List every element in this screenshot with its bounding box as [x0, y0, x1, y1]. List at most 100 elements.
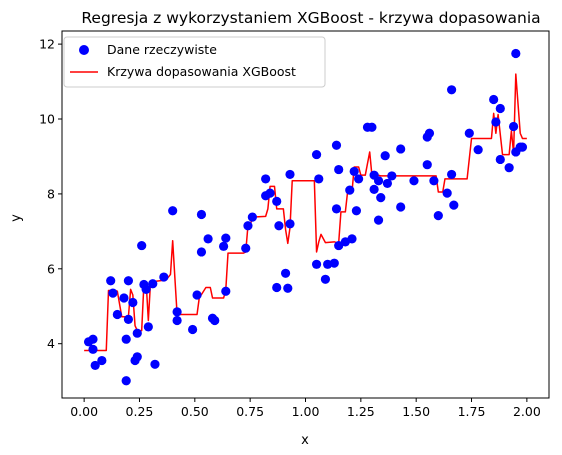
data-point: [272, 196, 282, 206]
y-ticks: 4 6 8 10 12: [39, 37, 62, 351]
data-point: [97, 355, 107, 366]
data-point: [508, 121, 519, 132]
data-point: [241, 243, 251, 253]
data-point: [376, 193, 386, 203]
data-point: [347, 234, 357, 244]
data-point: [449, 200, 459, 210]
data-point: [106, 276, 116, 286]
y-tick-label: 10: [39, 112, 55, 127]
data-point: [424, 128, 435, 138]
data-point: [329, 258, 339, 268]
data-point: [132, 328, 142, 338]
data-point: [285, 169, 295, 180]
data-point: [464, 128, 474, 138]
data-point: [433, 211, 443, 221]
x-tick-label: 0.25: [126, 404, 154, 419]
data-point: [274, 221, 284, 231]
data-point: [382, 178, 392, 189]
data-point: [380, 151, 390, 161]
data-point: [387, 171, 397, 181]
data-point: [373, 215, 384, 225]
y-tick-label: 6: [47, 261, 55, 276]
x-tick-label: 1.50: [402, 404, 430, 419]
data-point: [331, 204, 342, 214]
data-point: [504, 163, 514, 173]
data-point: [283, 283, 293, 293]
data-point: [429, 176, 439, 186]
data-point: [311, 259, 322, 269]
x-tick-label: 1.00: [292, 404, 320, 419]
data-point: [219, 241, 229, 251]
data-point: [447, 85, 457, 95]
data-point: [285, 219, 295, 229]
y-tick-label: 12: [39, 37, 55, 52]
x-tick-label: 0.75: [236, 404, 264, 419]
data-point: [221, 286, 231, 296]
data-point: [128, 297, 138, 308]
x-ticks: 0.00 0.25 0.50 0.75 1.00 1.25 1.50 1.75 2.00: [70, 398, 541, 419]
data-point: [396, 144, 406, 154]
legend-marker-points: [79, 45, 89, 55]
data-point: [137, 240, 147, 251]
data-point: [121, 376, 131, 386]
data-point: [373, 176, 384, 186]
x-tick-label: 2.00: [513, 404, 541, 419]
data-point: [331, 140, 342, 150]
data-point: [409, 176, 419, 186]
legend: Dane rzeczywiste Krzywa dopasowania XGBo…: [63, 36, 326, 88]
x-axis-label: x: [301, 433, 309, 448]
data-point: [369, 184, 379, 195]
y-axis-label: y: [9, 214, 24, 222]
curve-layer: [84, 73, 527, 352]
data-point: [320, 274, 331, 284]
data-point: [354, 174, 364, 184]
data-point: [203, 234, 213, 244]
data-point: [88, 334, 98, 344]
data-point: [422, 160, 432, 170]
data-point: [511, 48, 521, 59]
data-point: [119, 293, 129, 303]
data-point: [367, 122, 377, 132]
data-point: [196, 247, 207, 257]
data-point: [192, 290, 202, 300]
fit-curve: [84, 73, 527, 352]
x-tick-label: 0.00: [70, 404, 98, 419]
y-tick-label: 8: [47, 186, 55, 201]
data-point: [261, 174, 271, 184]
data-point: [123, 276, 134, 286]
data-point: [495, 103, 505, 114]
data-point: [473, 145, 483, 155]
legend-box: [63, 36, 326, 88]
x-tick-label: 1.25: [347, 404, 375, 419]
data-point: [123, 314, 134, 324]
data-point: [148, 279, 158, 289]
points-layer: [83, 48, 528, 386]
data-point: [495, 154, 505, 165]
data-point: [311, 149, 322, 160]
chart-title: Regresja z wykorzystaniem XGBoost - krzy…: [81, 9, 540, 27]
data-point: [108, 288, 118, 298]
data-point: [143, 322, 153, 332]
data-point: [517, 142, 528, 152]
legend-label-points: Dane rzeczywiste: [107, 42, 217, 57]
data-point: [491, 117, 501, 127]
data-point: [90, 360, 100, 371]
data-point: [210, 315, 220, 326]
y-tick-label: 4: [47, 336, 55, 351]
data-point: [272, 282, 282, 293]
data-point: [159, 272, 169, 282]
legend-label-curve: Krzywa dopasowania XGBoost: [107, 64, 296, 79]
data-point: [221, 233, 231, 243]
data-point: [172, 315, 182, 326]
data-point: [132, 352, 142, 362]
data-point: [349, 166, 359, 177]
data-point: [396, 202, 406, 212]
data-point: [442, 188, 452, 198]
data-point: [265, 188, 275, 198]
data-point: [314, 174, 324, 184]
data-point: [489, 94, 499, 105]
data-point: [168, 206, 178, 216]
data-point: [280, 268, 291, 278]
data-point: [150, 359, 160, 369]
